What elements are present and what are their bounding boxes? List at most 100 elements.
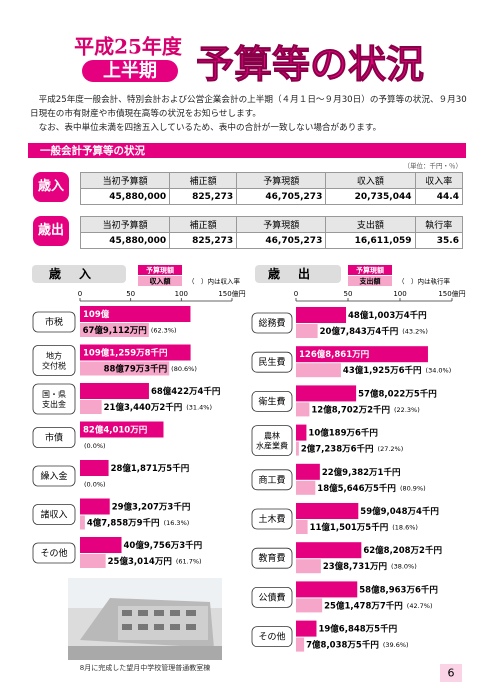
x-tick-label: 0 bbox=[78, 290, 82, 298]
section-bar bbox=[28, 143, 466, 158]
table-row: 当初予算額 補正額 予算現額 支出額 執行率 bbox=[79, 216, 464, 233]
category-box bbox=[251, 626, 293, 647]
category-label: その他 bbox=[258, 631, 285, 643]
intro-paragraph: なお、表中単位未満を四捨五入しているため、表中の合計が一致しない場合があります。 bbox=[38, 123, 382, 133]
table-header: 当初予算額 bbox=[79, 216, 171, 233]
rate-label: (62.3%) bbox=[151, 327, 177, 335]
value-label: 10億189万6千円 bbox=[308, 428, 378, 439]
x-tick-label: 50 bbox=[126, 290, 135, 298]
bar bbox=[296, 520, 308, 534]
table: 当初予算額 補正額 予算現額 支出額 執行率 45,880,000 825,273 46,70… bbox=[79, 216, 464, 249]
bar bbox=[296, 424, 307, 441]
table-cell: 45,880,000 bbox=[79, 188, 171, 205]
bar bbox=[296, 463, 320, 480]
rate-label: (39.6%) bbox=[383, 641, 409, 649]
photo bbox=[68, 578, 222, 660]
category-label: 農林 bbox=[264, 431, 280, 441]
bar bbox=[80, 383, 149, 399]
x-tick-label: 100 bbox=[175, 290, 188, 298]
page-number: 6 bbox=[448, 667, 455, 680]
value-label: 67億9,112万円 bbox=[83, 325, 147, 336]
table-row: 45,880,000 825,273 46,705,273 16,611,059 35.… bbox=[79, 232, 464, 249]
category-label: 公債費 bbox=[258, 591, 285, 603]
value-label: 23億8,731万円 bbox=[323, 561, 387, 572]
table-header: 執行率 bbox=[414, 216, 464, 233]
category-box bbox=[251, 469, 293, 491]
bar bbox=[296, 307, 347, 323]
value-label: 25億1,478万7千円 bbox=[324, 600, 403, 611]
bar bbox=[296, 581, 358, 598]
table-header: 収入額 bbox=[325, 172, 416, 189]
value-label: 68億422万4千円 bbox=[151, 386, 221, 397]
category-label: 総務費 bbox=[258, 317, 285, 329]
table-header: 当初予算額 bbox=[79, 172, 171, 189]
chart-title-box bbox=[255, 265, 341, 283]
rate-label: (61.7%) bbox=[176, 558, 202, 566]
category-box bbox=[251, 312, 293, 334]
bar bbox=[296, 637, 305, 652]
bar bbox=[296, 363, 341, 378]
intro: 平成25年度一般会計、特別会計および公営企業会計の上半期（４月１日～９月30日）… bbox=[30, 93, 468, 135]
value-label: 25億3,014万円 bbox=[108, 556, 172, 567]
value-label: 82億4,010万円 bbox=[83, 425, 147, 436]
main-title: 予算等の状況 bbox=[196, 42, 424, 87]
rate-label: (42.7%) bbox=[407, 602, 433, 610]
table-cell: 825,273 bbox=[169, 188, 238, 205]
rate-label: (43.2%) bbox=[402, 328, 428, 336]
value-label: 29億3,207万3千円 bbox=[112, 502, 191, 513]
bar bbox=[80, 306, 191, 322]
category-label: 交付税 bbox=[42, 361, 66, 371]
value-label: 62億8,208万2千円 bbox=[363, 545, 442, 556]
table-header: 予算現額 bbox=[236, 216, 327, 233]
category-label: その他 bbox=[40, 547, 67, 559]
category-label: 商工費 bbox=[258, 474, 285, 486]
category-label: 水産業費 bbox=[256, 441, 288, 451]
category-label: 衛生費 bbox=[258, 395, 285, 407]
bar bbox=[80, 400, 102, 414]
rate-label: (16.3%) bbox=[164, 519, 190, 527]
legend-label: 支出額 bbox=[359, 277, 381, 286]
bar bbox=[80, 460, 109, 476]
bar bbox=[296, 346, 428, 363]
bar bbox=[296, 480, 316, 495]
category-box bbox=[32, 311, 76, 333]
bar bbox=[80, 537, 122, 553]
table-header: 支出額 bbox=[325, 216, 416, 233]
value-label: 18億5,646万5千円 bbox=[317, 483, 396, 494]
rate-label: (27.2%) bbox=[378, 445, 404, 453]
category-box bbox=[32, 383, 76, 415]
x-tick-label: 100 bbox=[393, 290, 406, 298]
bar bbox=[296, 503, 359, 519]
category-box bbox=[251, 547, 293, 569]
rate-label: (80.6%) bbox=[171, 365, 197, 373]
category-label: 市債 bbox=[45, 432, 63, 444]
rate-label: (0.0%) bbox=[84, 442, 106, 450]
rate-label: (22.3%) bbox=[394, 406, 420, 414]
value-label: 48億1,003万4千円 bbox=[348, 310, 427, 321]
value-label: 126億8,861万円 bbox=[299, 349, 369, 360]
category-box bbox=[251, 390, 293, 412]
value-label: 21億3,440万2千円 bbox=[104, 402, 183, 413]
category-label: 市税 bbox=[45, 316, 63, 328]
table-header: 予算現額 bbox=[236, 172, 327, 189]
category-label: 諸収入 bbox=[40, 509, 67, 521]
rate-label: (18.6%) bbox=[392, 524, 418, 532]
bar bbox=[296, 620, 317, 637]
category-label: 地方 bbox=[46, 351, 62, 361]
rate-label: (31.4%) bbox=[186, 404, 212, 412]
bar bbox=[296, 598, 323, 613]
category-box bbox=[251, 587, 293, 608]
category-label: 繰入金 bbox=[40, 470, 67, 482]
value-label: 22億9,382万1千円 bbox=[322, 467, 401, 478]
value-label: 88億79万3千円 bbox=[104, 364, 168, 375]
value-label: 57億8,022万5千円 bbox=[358, 388, 437, 399]
photo-caption: 8月に完成した望月中学校管理普通教室棟 bbox=[80, 663, 210, 672]
category-box bbox=[251, 425, 293, 457]
half: 上半期 bbox=[103, 60, 157, 82]
category-box bbox=[251, 508, 293, 530]
bar bbox=[296, 402, 310, 417]
legend-label: 予算現額 bbox=[146, 266, 174, 275]
bar bbox=[296, 324, 318, 338]
table-cell: 46,705,273 bbox=[236, 232, 327, 249]
value-label: 20億7,843万4千円 bbox=[320, 326, 399, 337]
